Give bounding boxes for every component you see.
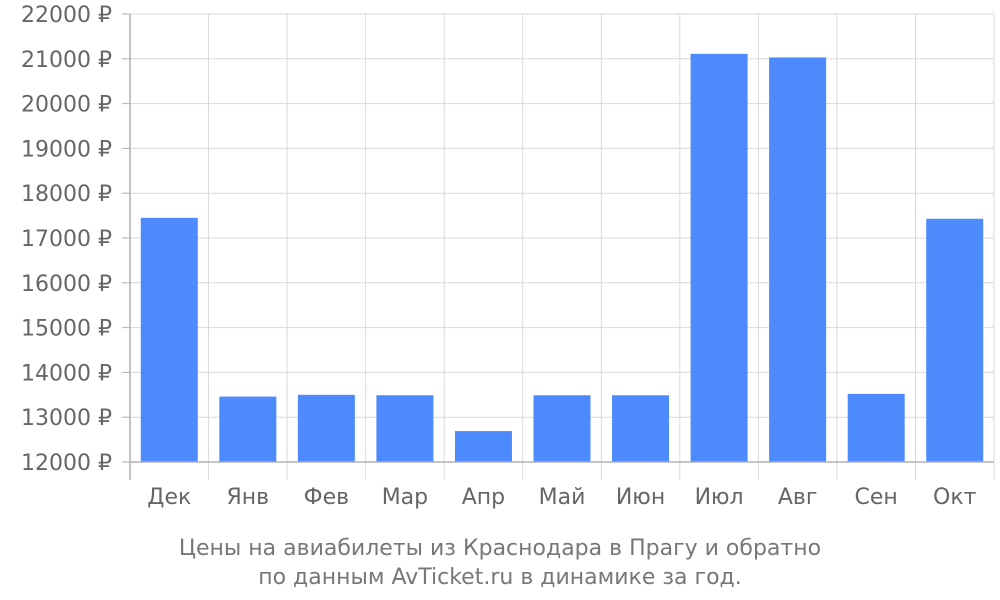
x-tick-label: Дек xyxy=(147,485,191,510)
y-tick-label: 18000 ₽ xyxy=(21,182,112,207)
x-tick-label: Июн xyxy=(616,485,665,510)
y-tick-label: 13000 ₽ xyxy=(21,406,112,431)
x-tick-label: Мар xyxy=(382,485,428,510)
y-axis-ticks: 12000 ₽ 13000 ₽ 14000 ₽ 15000 ₽ 16000 ₽ 17000… xyxy=(21,3,130,476)
axes xyxy=(129,14,994,480)
bar xyxy=(376,395,434,462)
x-tick-label: Окт xyxy=(933,485,977,510)
bar xyxy=(847,393,905,462)
bar xyxy=(297,394,355,462)
y-tick-label: 21000 ₽ xyxy=(21,48,112,73)
x-tick-label: Июл xyxy=(695,485,744,510)
x-tick-label: Май xyxy=(539,485,586,510)
bar xyxy=(926,218,984,462)
x-tick-label: Фев xyxy=(304,485,349,510)
y-tick-label: 16000 ₽ xyxy=(21,272,112,297)
bar xyxy=(533,395,591,462)
x-axis-ticks: Дек Янв Фев Мар Апр Май Июн Июл Авг Сен Окт xyxy=(147,485,976,510)
y-tick-label: 17000 ₽ xyxy=(21,227,112,252)
bar xyxy=(769,57,827,463)
y-tick-label: 14000 ₽ xyxy=(21,361,112,386)
grid-lines xyxy=(130,13,995,480)
x-tick-label: Сен xyxy=(855,485,898,510)
x-tick-label: Апр xyxy=(462,485,505,510)
y-tick-label: 12000 ₽ xyxy=(21,451,112,476)
x-tick-label: Авг xyxy=(778,485,818,510)
bar xyxy=(140,217,198,462)
bar xyxy=(612,395,670,462)
bar xyxy=(454,431,512,462)
y-tick-label: 19000 ₽ xyxy=(21,137,112,162)
x-tick-label: Янв xyxy=(226,485,269,510)
y-tick-label: 20000 ₽ xyxy=(21,93,112,118)
y-tick-label: 15000 ₽ xyxy=(21,317,112,342)
caption-line-2: по данным AvTicket.ru в динамике за год. xyxy=(258,565,742,590)
y-tick-label: 22000 ₽ xyxy=(21,3,112,28)
bar xyxy=(690,53,748,462)
bar xyxy=(219,396,277,462)
caption-line-1: Цены на авиабилеты из Краснодара в Прагу… xyxy=(179,536,821,561)
bars xyxy=(140,53,984,463)
